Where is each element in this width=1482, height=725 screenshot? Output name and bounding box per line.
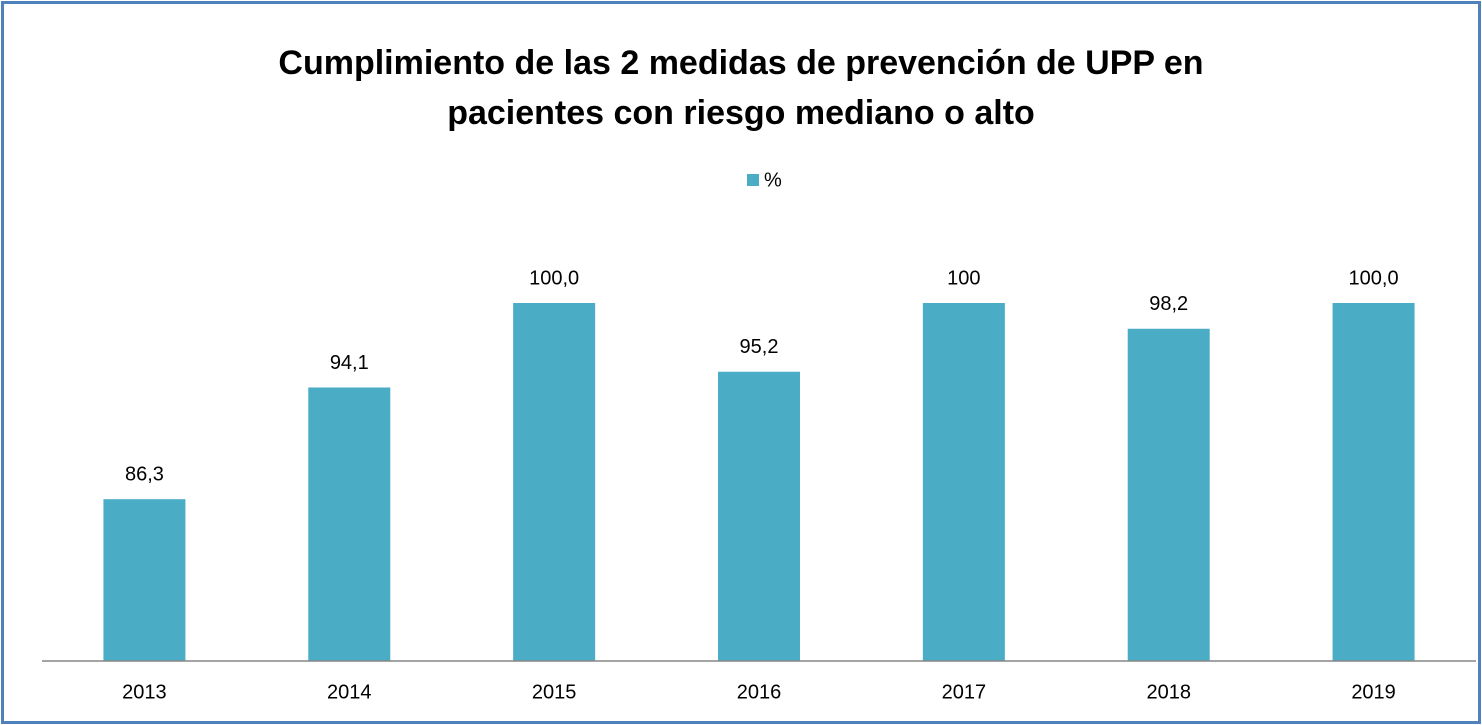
bar <box>718 371 800 661</box>
data-label: 86,3 <box>125 463 164 485</box>
x-tick-label: 2017 <box>942 681 987 703</box>
data-label: 100 <box>947 267 980 289</box>
bar <box>513 303 596 661</box>
data-label: 95,2 <box>740 336 779 358</box>
data-label: 98,2 <box>1149 293 1188 315</box>
x-tick-label: 2014 <box>327 681 372 703</box>
data-label: 100,0 <box>529 267 579 289</box>
x-tick-label: 2018 <box>1146 681 1191 703</box>
x-tick-label: 2013 <box>122 681 167 703</box>
bar <box>103 499 186 661</box>
x-tick-label: 2015 <box>532 681 577 703</box>
x-tick-label: 2019 <box>1351 681 1396 703</box>
x-tick-label: 2016 <box>737 681 782 703</box>
bar <box>308 387 391 661</box>
bar <box>922 303 1005 661</box>
legend-label: % <box>764 169 782 191</box>
chart-title: Cumplimiento de las 2 medidas de prevenc… <box>278 44 1204 132</box>
bar <box>1127 328 1210 661</box>
data-label: 100,0 <box>1349 267 1399 289</box>
legend-swatch <box>747 174 759 186</box>
data-label: 94,1 <box>330 352 369 374</box>
bar <box>1332 303 1415 661</box>
